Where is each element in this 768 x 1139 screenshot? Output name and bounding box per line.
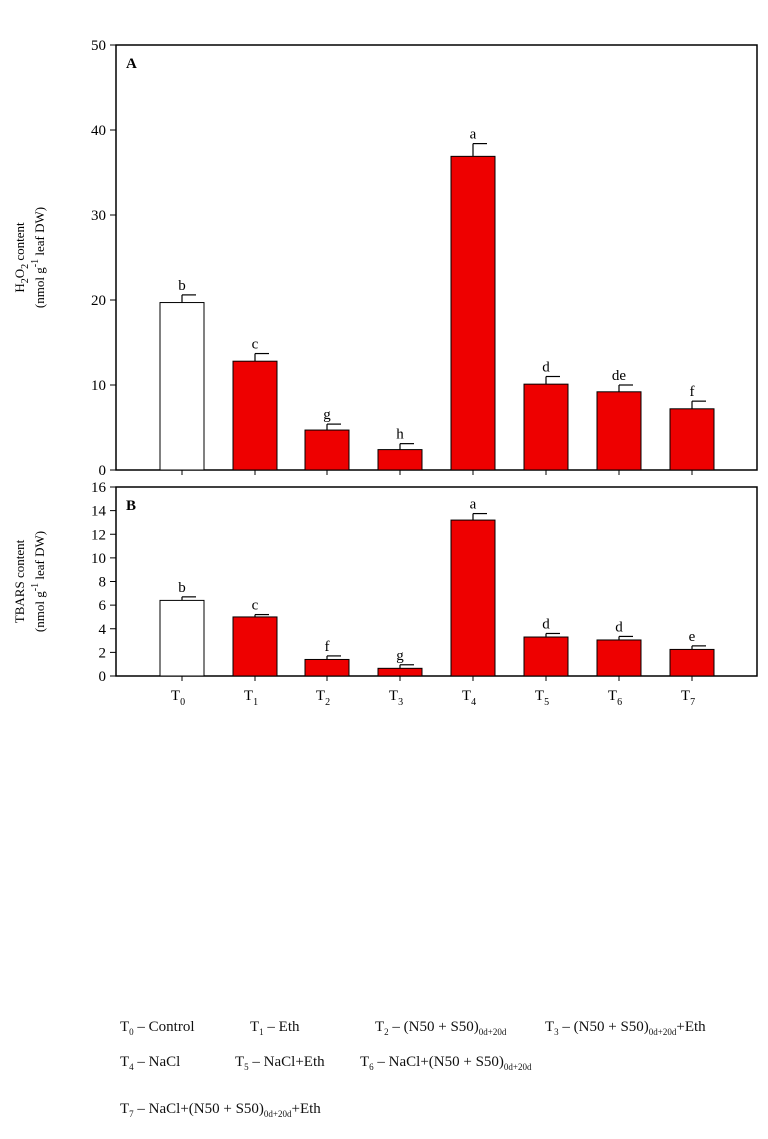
legend-item-t2: T2 – (N50 + S50)0d+20d: [375, 1019, 507, 1037]
bar-t6: [596, 391, 642, 471]
plot-frame: [115, 44, 758, 471]
y-tick-label: 10: [91, 551, 106, 567]
panel-label: B: [126, 498, 136, 514]
bar-t5: [523, 383, 569, 471]
y-tick-label: 4: [99, 622, 107, 638]
significance-letter: g: [323, 407, 331, 423]
x-tick-label: T0: [171, 688, 185, 708]
y-axis-label: TBARS content: [12, 539, 27, 623]
y-tick-label: 30: [91, 208, 106, 224]
bar-t4: [450, 519, 496, 677]
legend-item-t1: T1 – Eth: [250, 1019, 300, 1037]
bar-t1: [232, 616, 278, 677]
y-tick-label: 40: [91, 123, 106, 139]
y-axis-label-units: (nmol g-1 leaf DW): [30, 531, 47, 632]
bar-t0: [159, 302, 205, 471]
y-tick-label: 2: [99, 645, 107, 661]
bar-t4: [450, 155, 496, 471]
x-tick-label: T5: [535, 688, 549, 708]
y-axis-label: H2O2 content: [12, 222, 31, 293]
significance-letter: h: [396, 427, 404, 443]
significance-letter: de: [612, 368, 627, 384]
significance-letter: b: [178, 580, 186, 596]
bar-t1: [232, 360, 278, 471]
x-tick-label: T2: [316, 688, 330, 708]
panel-a: A 0 10 20 30 40 50 H2O2 content(nmol g-1 leaf D…: [12, 38, 758, 479]
x-tick-label: T4: [462, 688, 476, 708]
legend-item-t6: T6 – NaCl+(N50 + S50)0d+20d: [360, 1054, 532, 1072]
bar-t2: [304, 658, 350, 677]
bar-t3: [377, 449, 423, 471]
y-tick-label: 12: [91, 527, 106, 543]
significance-letter: c: [252, 598, 259, 614]
y-tick-label: 0: [99, 669, 107, 685]
significance-letter: a: [470, 497, 477, 513]
bar-t0: [159, 599, 205, 677]
significance-letter: f: [325, 639, 330, 655]
legend-item-t4: T4 – NaCl: [120, 1054, 181, 1072]
x-tick-label: T6: [608, 688, 622, 708]
bar-t2: [304, 429, 350, 471]
significance-letter: e: [689, 629, 696, 645]
significance-letter: g: [396, 648, 404, 664]
x-tick-label: T7: [681, 688, 695, 708]
y-tick-label: 10: [91, 378, 106, 394]
plot-frame: [115, 486, 758, 677]
y-tick-label: 6: [99, 598, 107, 614]
bar-t7: [669, 648, 715, 677]
significance-letter: d: [542, 360, 550, 376]
significance-letter: a: [470, 127, 477, 143]
panel-b: B 0 2 4 6 8 10 12 14 16 TBARS content (nmol g-1 lea…: [12, 480, 758, 708]
legend-item-t5: T5 – NaCl+Eth: [235, 1054, 325, 1072]
significance-letter: d: [615, 619, 623, 635]
legend-item-t3: T3 – (N50 + S50)0d+20d+Eth: [545, 1019, 706, 1037]
significance-letter: d: [542, 616, 550, 632]
significance-letter: b: [178, 278, 186, 294]
legend-item-t7: T7 – NaCl+(N50 + S50)0d+20d+Eth: [120, 1101, 321, 1119]
bar-t6: [596, 639, 642, 677]
bar-t3: [377, 667, 423, 677]
y-axis-label-units: (nmol g-1 leaf DW): [30, 207, 47, 308]
y-tick-label: 14: [91, 504, 107, 520]
panel-label: A: [126, 56, 137, 72]
y-tick-label: 20: [91, 293, 106, 309]
y-tick-label: 0: [99, 463, 107, 479]
y-tick-label: 8: [99, 575, 107, 591]
y-tick-label: 16: [91, 480, 107, 496]
significance-letter: c: [252, 337, 259, 353]
legend-item-t0: T0 – Control: [120, 1019, 195, 1037]
x-tick-label: T1: [244, 688, 258, 708]
y-tick-label: 50: [91, 38, 106, 54]
bar-t7: [669, 408, 715, 471]
bar-t5: [523, 636, 569, 677]
significance-letter: f: [690, 384, 695, 400]
x-tick-label: T3: [389, 688, 403, 708]
